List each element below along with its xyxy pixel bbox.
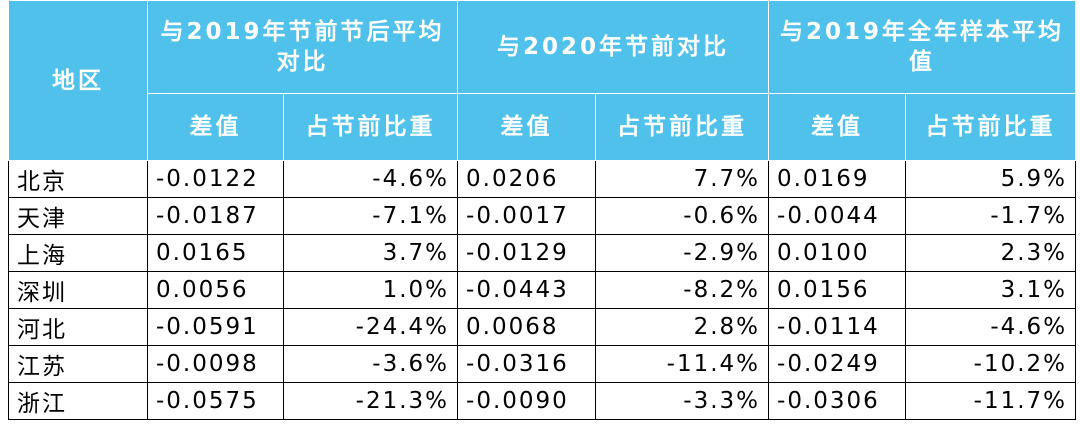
- header-row: 地区 与2019年节前节后平均对比 与2020年节前对比 与2019年全年样本平…: [8, 0, 1077, 161]
- region-cell: 上海: [8, 234, 148, 272]
- share-cell: 7.7%: [595, 160, 770, 198]
- share-cell: -8.2%: [595, 271, 770, 309]
- region-cell: 浙江: [8, 382, 148, 420]
- group-header: 与2019年节前节后平均对比: [146, 0, 459, 94]
- share-cell: -24.4%: [282, 308, 459, 346]
- share-cell: -2.9%: [595, 234, 770, 272]
- region-cell: 河北: [8, 308, 148, 346]
- diff-cell: 0.0056: [147, 271, 284, 309]
- share-cell: -11.7%: [905, 382, 1077, 420]
- share-cell: -11.4%: [595, 345, 770, 383]
- share-cell: 2.8%: [595, 308, 770, 346]
- diff-cell: -0.0591: [147, 308, 284, 346]
- subheader: 占节前比重: [905, 93, 1077, 161]
- table-row: 深圳 0.0056 1.0% -0.0443 -8.2% 0.0156 3.1%: [8, 271, 1077, 309]
- diff-cell: 0.0156: [768, 271, 907, 309]
- region-cell: 天津: [8, 197, 148, 235]
- share-cell: 3.7%: [282, 234, 459, 272]
- subheader: 占节前比重: [595, 93, 770, 161]
- share-cell: -21.3%: [282, 382, 459, 420]
- share-cell: -4.6%: [282, 160, 459, 198]
- subheader-row: 差值 占节前比重 差值 占节前比重 差值 占节前比重: [9, 93, 1077, 161]
- share-cell: 3.1%: [905, 271, 1077, 309]
- table-row: 河北 -0.0591 -24.4% 0.0068 2.8% -0.0114 -4.6%: [8, 308, 1077, 346]
- region-cell: 深圳: [8, 271, 148, 309]
- subheader: 差值: [457, 93, 597, 161]
- share-cell: -3.6%: [282, 345, 459, 383]
- diff-cell: 0.0068: [457, 308, 597, 346]
- table-row: 上海 0.0165 3.7% -0.0129 -2.9% 0.0100 2.3%: [8, 234, 1077, 272]
- share-cell: -1.7%: [905, 197, 1077, 235]
- table-row: 天津 -0.0187 -7.1% -0.0017 -0.6% -0.0044 -1.7%: [8, 197, 1077, 235]
- diff-cell: -0.0306: [768, 382, 907, 420]
- diff-cell: 0.0169: [768, 160, 907, 198]
- diff-cell: -0.0044: [768, 197, 907, 235]
- diff-cell: -0.0090: [457, 382, 597, 420]
- diff-cell: -0.0187: [147, 197, 284, 235]
- share-cell: -3.3%: [595, 382, 770, 420]
- group-header: 与2020年节前对比: [457, 0, 770, 94]
- share-cell: 2.3%: [905, 234, 1077, 272]
- table-row: 江苏 -0.0098 -3.6% -0.0316 -11.4% -0.0249 -10.2%: [8, 345, 1077, 383]
- table-row: 浙江 -0.0575 -21.3% -0.0090 -3.3% -0.0306 -11.7%: [8, 382, 1077, 420]
- diff-cell: -0.0443: [457, 271, 597, 309]
- region-header: 地区: [8, 0, 148, 161]
- share-cell: -10.2%: [905, 345, 1077, 383]
- diff-cell: -0.0316: [457, 345, 597, 383]
- share-cell: -7.1%: [282, 197, 459, 235]
- diff-cell: -0.0114: [768, 308, 907, 346]
- share-cell: 1.0%: [282, 271, 459, 309]
- diff-cell: -0.0575: [147, 382, 284, 420]
- diff-cell: 0.0206: [457, 160, 597, 198]
- table-row: 北京 -0.0122 -4.6% 0.0206 7.7% 0.0169 5.9%: [8, 160, 1077, 198]
- diff-cell: -0.0122: [147, 160, 284, 198]
- subheader: 占节前比重: [282, 93, 459, 161]
- subheader: 差值: [768, 93, 907, 161]
- region-cell: 北京: [8, 160, 148, 198]
- diff-cell: 0.0100: [768, 234, 907, 272]
- group-header: 与2019年全年样本平均值: [768, 0, 1077, 94]
- share-cell: 5.9%: [905, 160, 1077, 198]
- region-cell: 江苏: [8, 345, 148, 383]
- table-header: 地区 与2019年节前节后平均对比 与2020年节前对比 与2019年全年样本平…: [8, 0, 1077, 161]
- diff-cell: -0.0249: [768, 345, 907, 383]
- diff-cell: -0.0098: [147, 345, 284, 383]
- share-cell: -0.6%: [595, 197, 770, 235]
- data-table: 地区 与2019年节前节后平均对比 与2020年节前对比 与2019年全年样本平…: [8, 0, 1077, 420]
- diff-cell: -0.0129: [457, 234, 597, 272]
- diff-cell: 0.0165: [147, 234, 284, 272]
- subheader: 差值: [147, 93, 284, 161]
- diff-cell: -0.0017: [457, 197, 597, 235]
- table-body: 北京 -0.0122 -4.6% 0.0206 7.7% 0.0169 5.9% 天津 -0.0…: [8, 160, 1077, 420]
- share-cell: -4.6%: [905, 308, 1077, 346]
